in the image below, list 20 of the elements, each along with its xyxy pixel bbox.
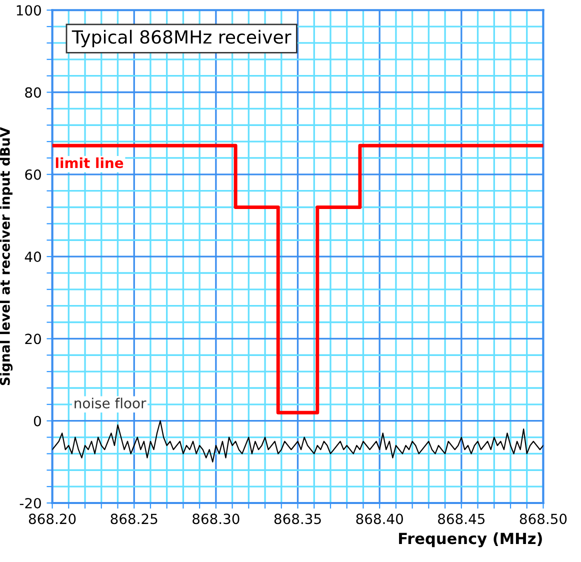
x-tick-label: 868.20 <box>28 514 76 524</box>
x-tick-label: 868.35 <box>274 514 321 524</box>
y-tick-label: 40 <box>24 252 41 262</box>
text: Typical 868MHz receiver <box>72 30 292 48</box>
x-tick-label: 868.40 <box>356 514 403 524</box>
y-tick-label: 60 <box>25 169 41 180</box>
y-axis-title: Signal level at receiver input dBuV <box>0 127 13 386</box>
y-tick-label: 80 <box>25 87 41 98</box>
line-series <box>52 420 544 462</box>
x-tick-label: 868.25 <box>110 514 158 524</box>
x-tick-label: 868.30 <box>192 514 240 524</box>
x-tick-label: 868.45 <box>438 514 484 524</box>
annotation: limit line <box>56 157 124 168</box>
x-axis-title: Frequency (MHz) <box>399 532 542 548</box>
y-tick-label: 0 <box>34 416 41 426</box>
y-tick-label: 100 <box>16 5 41 16</box>
y-tick-label: -20 <box>20 498 41 508</box>
annotation: noise floor <box>74 398 146 408</box>
x-tick-label: 868.50 <box>520 514 567 524</box>
y-tick-label: 20 <box>25 334 41 344</box>
